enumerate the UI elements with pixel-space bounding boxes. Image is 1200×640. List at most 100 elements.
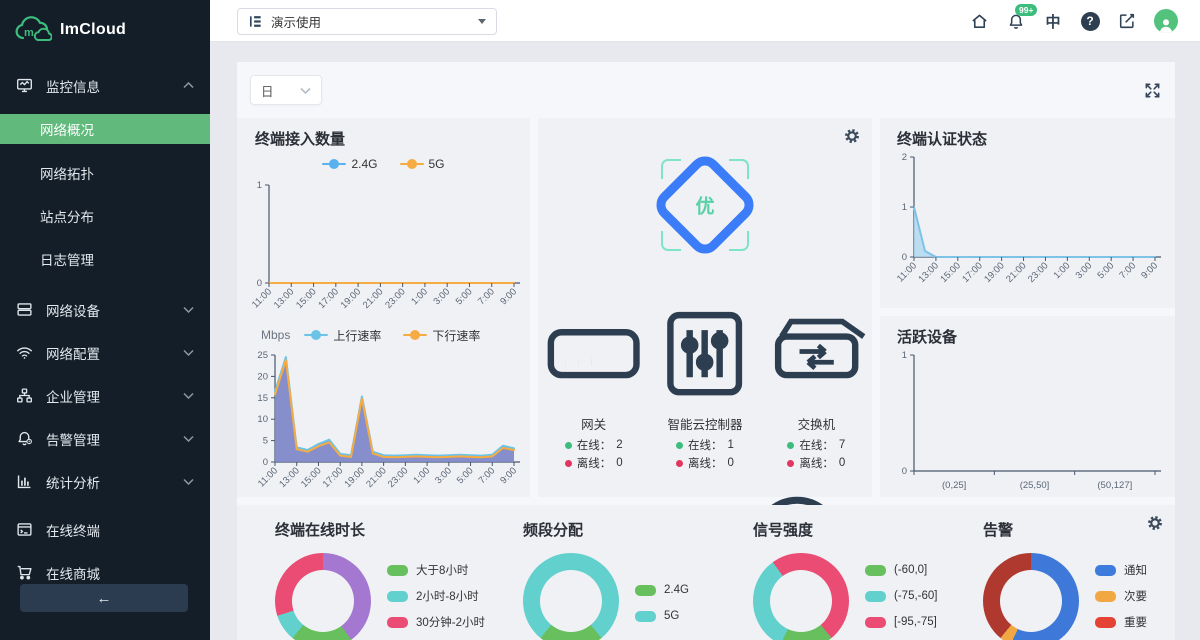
period-select[interactable]: 日 (250, 75, 322, 105)
svg-text:m: m (24, 27, 34, 39)
expand-icon (1145, 83, 1160, 98)
legend-label: 下行速率 (432, 328, 481, 343)
user-avatar[interactable] (1154, 9, 1178, 33)
workspace-select[interactable]: 演示使用 (237, 8, 497, 35)
legend-item[interactable]: 5G (399, 157, 445, 171)
legend-item[interactable]: 5G (635, 603, 689, 629)
gear-icon (1148, 516, 1162, 530)
legend-item[interactable]: 2.4G (322, 157, 378, 171)
sidebar-item-network-topology[interactable]: 网络拓扑 (0, 151, 210, 194)
legend-item[interactable]: 次要 (1095, 583, 1147, 609)
dashboard-row-2: 终端在线时长 大于8小时 2小时-8小时 30分钟-2小时 频段分配 2.4G 5G … (237, 505, 1175, 640)
alarm-donut-chart (983, 553, 1079, 640)
svg-text:19:00: 19:00 (342, 465, 367, 490)
sidebar-item-log-management[interactable]: 日志管理 (0, 237, 210, 280)
corner-bracket-icon (661, 231, 681, 251)
legend-label: 2.4G (351, 157, 378, 171)
legend-label: [-95,-75] (894, 616, 937, 628)
online-label: 在线： (799, 440, 834, 453)
auth-status-card: 终端认证状态 0 1 2 11:00 13:00 15:00 17:00 19:00 21:00… (880, 118, 1175, 308)
app-logo: m ImCloud (0, 0, 210, 58)
alarm-bell-icon (16, 430, 33, 447)
legend-swatch (1095, 564, 1116, 576)
svg-text:0: 0 (263, 457, 268, 468)
legend-label: 30分钟-2小时 (416, 617, 486, 629)
gear-icon (845, 129, 859, 143)
sidebar-item-statistics[interactable]: 统计分析 (0, 460, 210, 503)
focus-frame (661, 159, 749, 251)
legend-item[interactable]: 大于8小时 (387, 557, 485, 583)
active-devices-card: 活跃设备 0 1 (0,25] (25,50] (50,127] (880, 316, 1175, 497)
legend-swatch (387, 564, 408, 576)
sidebar-item-online-terminals[interactable]: 在线终端 (0, 508, 210, 551)
legend-item[interactable]: [-95,-75] (865, 609, 937, 635)
svg-text:23:00: 23:00 (1026, 260, 1051, 285)
sidebar-item-network-config[interactable]: 网络配置 (0, 331, 210, 374)
legend-item[interactable]: 通知 (1095, 557, 1147, 583)
legend-item[interactable]: 上行速率 (304, 327, 381, 344)
cloud-controller-icon (649, 298, 760, 409)
legend-item[interactable]: 30分钟-2小时 (387, 609, 485, 635)
legend-label: 上行速率 (333, 328, 382, 343)
legend-marker-icon (399, 159, 424, 169)
legend-item[interactable]: 下行速率 (403, 327, 480, 344)
collapse-sidebar-button[interactable]: ← (20, 584, 188, 612)
home-button[interactable] (969, 11, 989, 31)
terminal-icon (16, 521, 33, 538)
sidebar-item-alarm-management[interactable]: 告警管理 (0, 417, 210, 460)
svg-text:7:00: 7:00 (476, 286, 497, 307)
legend-item[interactable]: 2小时-8小时 (387, 583, 485, 609)
legend-item[interactable]: (-75,-60] (865, 583, 937, 609)
legend-swatch (635, 584, 657, 596)
sidebar-item-site-distribution[interactable]: 站点分布 (0, 194, 210, 237)
offline-dot (564, 459, 572, 467)
svg-text:1: 1 (257, 180, 262, 191)
notifications-button[interactable]: 99+ (1006, 4, 1038, 31)
help-button[interactable]: ? (1080, 11, 1100, 31)
auth-status-chart: 0 1 2 11:00 13:00 15:00 17:00 19:00 21:00 23:00 1:… (888, 149, 1167, 297)
device-name: 网关 (581, 418, 607, 433)
bell-icon (1009, 14, 1023, 29)
sidebar-item-monitoring[interactable]: 监控信息 (0, 64, 210, 107)
legend-swatch (865, 616, 887, 628)
health-grade-indicator: 优 (538, 126, 872, 284)
org-tree-icon (16, 387, 33, 404)
settings-button[interactable] (1147, 515, 1163, 531)
svg-text:1: 1 (902, 202, 907, 213)
language-toggle-button[interactable]: 中 (1043, 11, 1063, 31)
offline-dot (787, 459, 795, 467)
online-count: 2 (616, 439, 623, 452)
settings-button[interactable] (844, 128, 860, 144)
sidebar-item-network-devices[interactable]: 网络设备 (0, 288, 210, 331)
legend-item[interactable]: 重要 (1095, 609, 1147, 635)
legend-item[interactable]: (-60,0] (865, 557, 937, 583)
legend-label: 5G (428, 157, 445, 171)
offline-count: 0 (727, 457, 734, 470)
svg-text:15:00: 15:00 (938, 260, 963, 285)
svg-text:20: 20 (257, 371, 268, 382)
svg-text:1:00: 1:00 (1052, 260, 1073, 281)
device-stats: 在线： 7 离线： 0 (787, 436, 845, 472)
sidebar-item-enterprise-management[interactable]: 企业管理 (0, 374, 210, 417)
feedback-button[interactable] (1117, 11, 1137, 31)
device-block-switch: 交换机 在线： 7 离线： 0 (761, 298, 872, 472)
health-grade-text: 优 (695, 196, 715, 218)
workspace-label: 演示使用 (271, 16, 322, 30)
svg-text:13:00: 13:00 (277, 465, 302, 490)
svg-text:10: 10 (257, 414, 268, 425)
legend-label: (-75,-60] (894, 590, 938, 602)
svg-text:25: 25 (257, 350, 268, 361)
sidebar-item-online-store[interactable]: 在线商城 (0, 551, 210, 594)
fullscreen-button[interactable] (1144, 82, 1161, 99)
legend-swatch (387, 590, 408, 602)
legend-swatch (865, 564, 887, 576)
donut-hole (292, 570, 354, 632)
svg-text:17:00: 17:00 (321, 465, 346, 490)
sidebar-item-network-overview[interactable]: 网络概况 (0, 114, 210, 144)
svg-text:15: 15 (257, 393, 268, 404)
workspace-list-icon (248, 14, 263, 29)
monitor-chart-icon (16, 77, 33, 94)
sidebar-item-label: 网络设备 (46, 303, 100, 319)
legend-item[interactable]: 2.4G (635, 577, 689, 603)
chart-legend: 上行速率 下行速率 (304, 327, 480, 344)
